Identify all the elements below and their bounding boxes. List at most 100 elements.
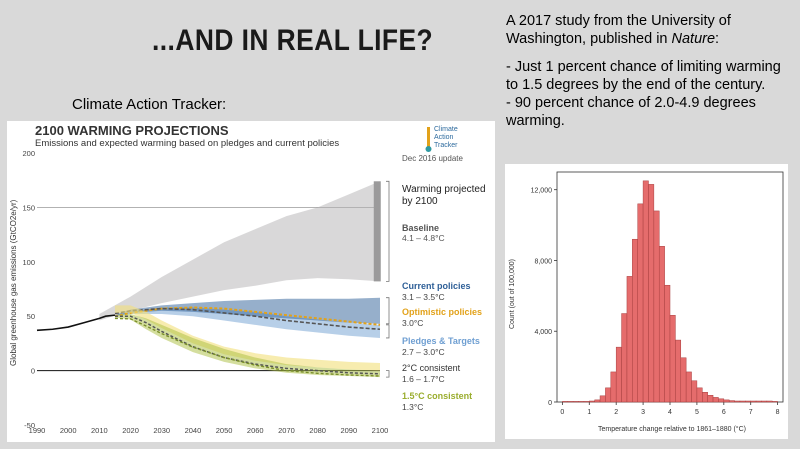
cat-x-tick-label: 2080 <box>309 426 326 435</box>
cat-label-2c: 2°C consistent <box>402 363 461 373</box>
histogram-y-tick-label: 0 <box>548 400 552 407</box>
cat-y-tick-label: 200 <box>22 149 35 158</box>
cat-legend-labels: Warming projected by 2100 Baseline 4.1 –… <box>402 184 486 412</box>
cat-chart-subtitle: Emissions and expected warming based on … <box>35 138 339 149</box>
histogram-bar <box>626 276 633 403</box>
histogram-bar <box>680 357 687 403</box>
histogram-bar <box>572 401 579 403</box>
cat-y-tick-label: 0 <box>31 367 35 376</box>
cat-label-baseline: Baseline <box>402 223 439 233</box>
histogram-y-tick-label: 4,000 <box>534 329 552 336</box>
cat-chart: 2100 WARMING PROJECTIONS Emissions and e… <box>9 123 486 435</box>
cat-x-tick-label: 2050 <box>216 426 233 435</box>
study-text-block: A 2017 study from the University of Wash… <box>506 12 796 130</box>
slide-title: ...AND IN REAL LIFE? <box>152 24 434 57</box>
histogram-bar <box>702 392 708 403</box>
cat-y-tick-label: 100 <box>22 258 35 267</box>
cat-y-axis-label: Global greenhouse gas emissions (GtCO2e/… <box>9 199 18 366</box>
histogram-x-tick-label: 1 <box>587 409 591 416</box>
cat-bracket-15c <box>386 370 390 378</box>
cat-x-tick-label: 2090 <box>340 426 357 435</box>
cat-line-2c <box>114 315 381 375</box>
histogram-bar <box>728 400 735 403</box>
cat-x-tick-label: 2010 <box>91 426 108 435</box>
histogram-bar <box>696 387 703 403</box>
histogram-x-tick-label: 6 <box>722 409 726 416</box>
histogram-x-tick-label: 7 <box>749 409 753 416</box>
cat-annot-warming-2: by 2100 <box>402 196 438 207</box>
cat-range-2c: 1.6 – 1.7°C <box>402 374 445 384</box>
cat-label-optimistic: Optimistic policies <box>402 307 482 317</box>
cat-x-tick-label: 2040 <box>185 426 202 435</box>
histogram-bar <box>766 400 773 403</box>
cat-logo-bulb-icon <box>425 146 432 152</box>
histogram-y-axis-label: Count (out of 100,000) <box>509 259 516 329</box>
cat-y-tick-label: 150 <box>22 203 35 212</box>
cat-range-optimistic: 3.0°C <box>402 318 423 328</box>
histogram-panel: 0 4,000 8,000 12,000 0 1 2 3 4 5 6 7 8 Count (out of… <box>505 164 788 439</box>
study-intro-end: : <box>715 31 720 47</box>
cat-range-baseline: 4.1 – 4.8°C <box>402 233 445 243</box>
histogram-bar <box>761 400 768 403</box>
cat-line-pledges-median <box>114 307 381 331</box>
cat-logo: Climate Action Tracker <box>425 126 458 152</box>
histogram-bar <box>712 397 719 403</box>
histogram-bar <box>739 400 746 403</box>
cat-line-optimistic <box>114 306 381 326</box>
cat-chart-caption: Climate Action Tracker: <box>72 96 227 113</box>
cat-x-tick-label: 1990 <box>29 426 46 435</box>
cat-band-pledges <box>114 307 381 338</box>
histogram-x-tick-label: 3 <box>641 409 645 416</box>
cat-logo-word-1: Climate <box>434 126 458 133</box>
histogram-bar <box>632 238 638 403</box>
histogram-x-tick-label: 5 <box>695 409 699 416</box>
histogram-plot-area: 0 4,000 8,000 12,000 0 1 2 3 4 5 6 7 8 <box>531 171 784 416</box>
histogram-bar <box>562 401 569 403</box>
histogram-bar <box>653 210 660 403</box>
histogram-bar <box>589 400 595 403</box>
histogram-bar <box>750 400 757 403</box>
cat-y-tick-label: -50 <box>24 421 35 430</box>
histogram-bar <box>578 401 585 403</box>
histogram-bar <box>637 203 644 403</box>
study-journal: Nature <box>671 31 716 47</box>
cat-x-tick-label: 2020 <box>122 426 139 435</box>
cat-chart-panel: 2100 WARMING PROJECTIONS Emissions and e… <box>7 121 495 442</box>
cat-range-current: 3.1 – 3.5°C <box>402 292 445 302</box>
histogram-bar <box>599 395 606 403</box>
histogram-bar <box>734 400 741 403</box>
cat-annot-warming-1: Warming projected <box>402 184 486 195</box>
cat-x-tick-label: 2000 <box>60 426 77 435</box>
histogram-bar <box>664 284 671 403</box>
histogram-x-tick-label: 4 <box>668 409 672 416</box>
histogram-x-tick-label: 8 <box>776 409 780 416</box>
histogram-bar <box>723 399 730 403</box>
histogram-chart: 0 4,000 8,000 12,000 0 1 2 3 4 5 6 7 8 Count (out of… <box>509 171 784 433</box>
histogram-bar <box>669 315 676 403</box>
histogram-bar <box>675 339 682 403</box>
histogram-bar <box>648 184 655 403</box>
cat-x-tick-label: 2070 <box>278 426 295 435</box>
cat-logo-thermometer-icon <box>427 127 430 149</box>
cat-chart-update: Dec 2016 update <box>402 154 463 163</box>
study-bullet-2: - 90 percent chance of 2.0-4.9 degrees w… <box>506 95 756 129</box>
histogram-x-axis-label: Temperature change relative to 1861–1880… <box>598 425 746 433</box>
histogram-bar <box>691 380 698 403</box>
cat-bar-baseline <box>373 181 381 282</box>
histogram-bar <box>621 313 628 403</box>
study-intro: A 2017 study from the University of Wash… <box>506 12 796 48</box>
study-bullet-1: - Just 1 percent chance of limiting warm… <box>506 59 781 93</box>
cat-line-15c <box>114 317 381 377</box>
histogram-x-tick-label: 0 <box>560 409 564 416</box>
histogram-y-tick-label: 8,000 <box>534 258 552 265</box>
cat-label-current: Current policies <box>402 281 471 291</box>
histogram-bar <box>771 401 778 403</box>
histogram-bar <box>642 180 649 403</box>
cat-line-historical <box>36 314 116 332</box>
histogram-bar <box>707 395 714 403</box>
histogram-bar <box>594 399 601 403</box>
histogram-bar <box>605 387 612 403</box>
histogram-bar <box>685 371 692 403</box>
cat-bracket-current <box>386 297 390 325</box>
study-intro-text: A 2017 study from the University of Wash… <box>506 13 731 47</box>
